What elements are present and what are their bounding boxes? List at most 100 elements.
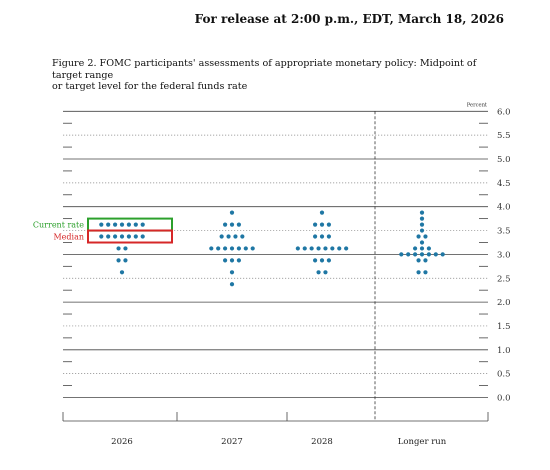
participant-dot [323,246,328,251]
participant-dot [326,222,331,227]
current-rate-label: Current rate [33,221,84,230]
participant-dot [133,234,138,239]
participant-dot [426,252,431,257]
participant-dot [319,234,325,239]
participant-dot [426,246,431,251]
participant-dot [423,258,428,263]
participant-dot [113,222,118,227]
participant-dot [423,234,428,239]
participant-dot [419,246,425,251]
x-category-label: Longer run [398,437,447,447]
participant-dot [116,246,121,251]
participant-dot [119,270,125,275]
participant-dot [223,222,228,227]
participant-dot [229,222,235,227]
participant-dot [319,210,325,215]
participant-dot [419,228,425,233]
y-tick-label: 2.0 [497,298,511,308]
participant-dot [433,252,438,257]
y-axis-label: Percent [467,102,488,108]
participant-dot [99,222,104,227]
y-tick-label: 5.5 [497,131,511,141]
participant-dot [106,222,111,227]
participant-dot [123,246,128,251]
participant-dot [209,246,214,251]
x-category-label: 2028 [311,437,333,447]
participant-dot [236,258,241,263]
y-tick-label: 0.5 [497,370,511,380]
participant-dot [316,246,321,251]
participant-dot [423,270,428,275]
participant-dot [295,246,300,251]
participant-dot [416,234,421,239]
participant-dot [113,234,118,239]
participant-dot [216,246,221,251]
participant-dot [419,240,425,245]
participant-dot [226,234,231,239]
participant-dot [229,282,235,287]
participant-dot [313,234,318,239]
participant-dot [419,222,425,227]
participant-dot [419,216,425,221]
participant-dot [123,258,128,263]
participant-dot [229,258,235,263]
figure-title-line-2: or target level for the federal funds ra… [52,81,248,92]
participant-dot [236,222,241,227]
participant-dot [302,246,307,251]
y-tick-label: 1.5 [497,322,511,332]
participant-dot [116,258,121,263]
participant-dot [223,246,228,251]
figure-title: Figure 2. FOMC participants' assessments… [52,58,502,93]
participant-dot [126,222,131,227]
y-tick-label: 2.5 [497,274,511,284]
participant-dot [133,222,138,227]
participant-dot [219,234,224,239]
participant-dot [126,234,131,239]
participant-dot [313,258,318,263]
participant-dot [399,252,404,257]
participant-dot [440,252,445,257]
y-tick-label: 1.0 [497,346,511,356]
x-category-label: 2026 [111,437,133,447]
participant-dot [119,234,125,239]
y-tick-label: 4.5 [497,179,511,189]
y-tick-label: 4.0 [497,203,511,213]
participant-dot [319,258,325,263]
median-box [87,229,173,244]
participant-dot [323,270,328,275]
participant-dot [313,222,318,227]
x-category-label: 2027 [221,437,243,447]
participant-dot [309,246,314,251]
participant-dot [223,258,228,263]
participant-dot [416,258,421,263]
release-header: For release at 2:00 p.m., EDT, March 18,… [194,12,504,26]
y-tick-label: 0.0 [497,394,511,404]
participant-dot [236,246,241,251]
participant-dot [229,270,235,275]
participant-dot [99,234,104,239]
participant-dot [240,234,245,239]
figure-title-line-1: Figure 2. FOMC participants' assessments… [52,58,477,81]
participant-dot [140,222,145,227]
participant-dot [330,246,335,251]
participant-dot [319,222,325,227]
participant-dot [326,258,331,263]
participant-dot [419,210,425,215]
participant-dot [406,252,411,257]
participant-dot [140,234,145,239]
participant-dot [119,222,125,227]
y-tick-label: 3.5 [497,227,511,237]
participant-dot [413,246,418,251]
participant-dot [229,246,235,251]
participant-dot [419,252,425,257]
participant-dot [250,246,255,251]
participant-dot [233,234,238,239]
participant-dot [344,246,349,251]
participant-dot [413,252,418,257]
y-tick-label: 6.0 [497,107,511,117]
y-tick-label: 5.0 [497,155,511,165]
participant-dot [337,246,342,251]
y-tick-label: 3.0 [497,250,511,260]
participant-dot [316,270,321,275]
